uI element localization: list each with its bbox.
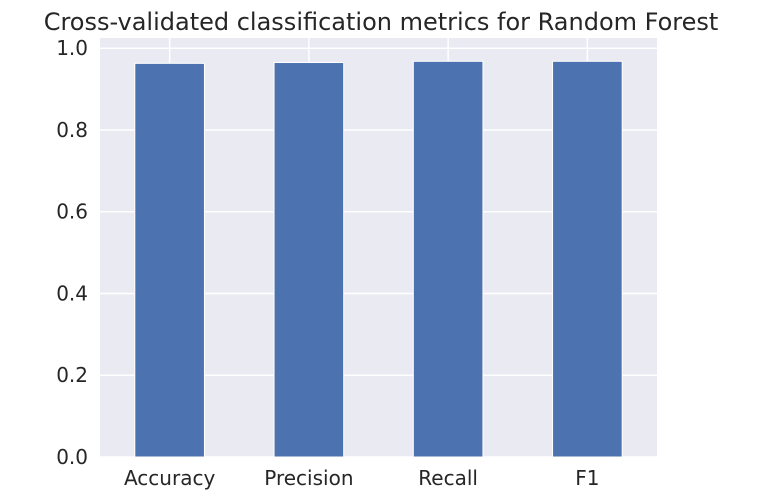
y-tick-label: 0.8 — [56, 118, 88, 142]
y-tick-label: 0.6 — [56, 200, 88, 224]
bar-f1 — [552, 60, 623, 458]
x-tick-label: F1 — [575, 466, 599, 490]
x-axis-ticks: Accuracy Precision Recall F1 — [124, 466, 600, 490]
chart-title: Cross-validated classification metrics f… — [44, 8, 719, 36]
bar-precision — [273, 62, 345, 458]
bars — [134, 60, 623, 458]
y-axis-ticks: 0.0 0.2 0.4 0.6 0.8 1.0 — [56, 36, 88, 469]
x-tick-label: Accuracy — [124, 466, 215, 490]
bar-recall — [412, 60, 484, 458]
x-tick-label: Precision — [264, 466, 353, 490]
y-tick-label: 0.2 — [56, 363, 88, 387]
y-tick-label: 0.0 — [56, 445, 88, 469]
y-tick-label: 1.0 — [56, 36, 88, 60]
x-tick-label: Recall — [418, 466, 478, 490]
y-tick-label: 0.4 — [56, 281, 88, 305]
bar-accuracy — [134, 62, 205, 458]
